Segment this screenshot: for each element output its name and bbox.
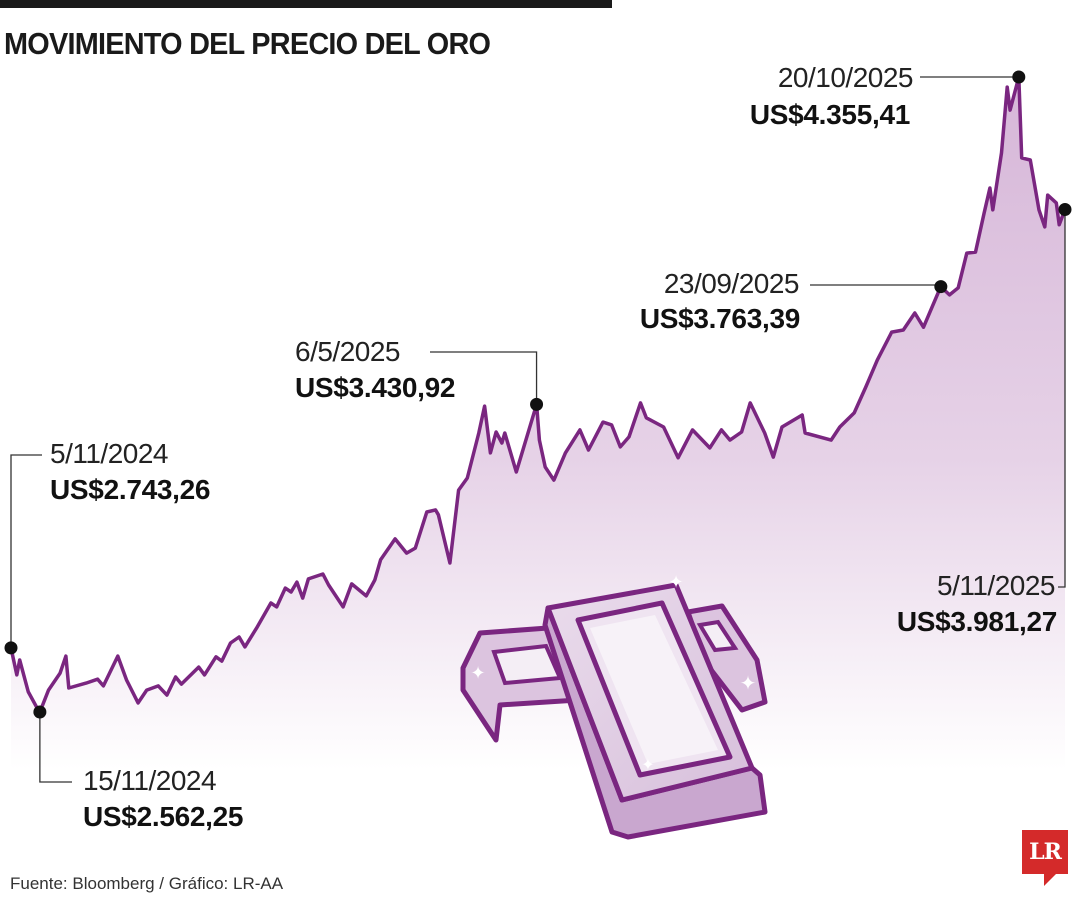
annotation-leader <box>1058 209 1066 588</box>
annotation-leader <box>39 712 72 783</box>
annotation-value-min: US$2.562,25 <box>83 801 244 832</box>
annotation-dot <box>530 397 544 411</box>
annotation-dot <box>4 641 18 655</box>
annotation-dot <box>33 705 47 719</box>
annotation-dot <box>934 280 948 294</box>
title-rule <box>0 0 612 8</box>
annotation-date-sep: 23/09/2025 <box>663 268 800 299</box>
annotation-date-end: 5/11/2025 <box>937 570 1056 601</box>
annotation-value-sep: US$3.763,39 <box>639 303 800 334</box>
sparkle-icon: ✦ <box>740 673 757 695</box>
annotation-value-start: US$2.743,26 <box>50 474 211 505</box>
sparkle-icon: ✦ <box>470 663 485 683</box>
annotation-date-peak: 20/10/2025 <box>777 62 914 93</box>
sparkle-icon: ✦ <box>641 757 654 774</box>
annotation-leader <box>10 454 42 648</box>
source-note: Fuente: Bloomberg / Gráfico: LR-AA <box>10 874 284 893</box>
annotation-leader <box>430 351 538 405</box>
annotation-dot <box>1012 70 1026 84</box>
annotation-value-may: US$3.430,92 <box>295 372 456 403</box>
annotation-date-start: 5/11/2024 <box>50 438 169 469</box>
front-bar-recess-shine <box>590 615 718 764</box>
annotation-date-may: 6/5/2025 <box>295 336 401 367</box>
sparkle-icon: ✦ <box>668 572 683 592</box>
annotation-value-peak: US$4.355,41 <box>749 99 910 130</box>
chart-title: MOVIMIENTO DEL PRECIO DEL ORO <box>4 26 491 61</box>
annotation-date-min: 15/11/2024 <box>83 765 217 796</box>
annotation-leaders <box>4 70 1072 783</box>
lr-logo-tail <box>1044 874 1056 886</box>
lr-logo: LR <box>1022 830 1068 874</box>
annotation-value-end: US$3.981,27 <box>896 606 1057 637</box>
annotation-dot <box>1058 202 1072 216</box>
back-bar-left-recess <box>491 643 563 686</box>
back-bar-right-recess <box>696 619 739 653</box>
gold-bars-illustration: ✦ ✦ ✦ ✦ <box>460 572 768 840</box>
